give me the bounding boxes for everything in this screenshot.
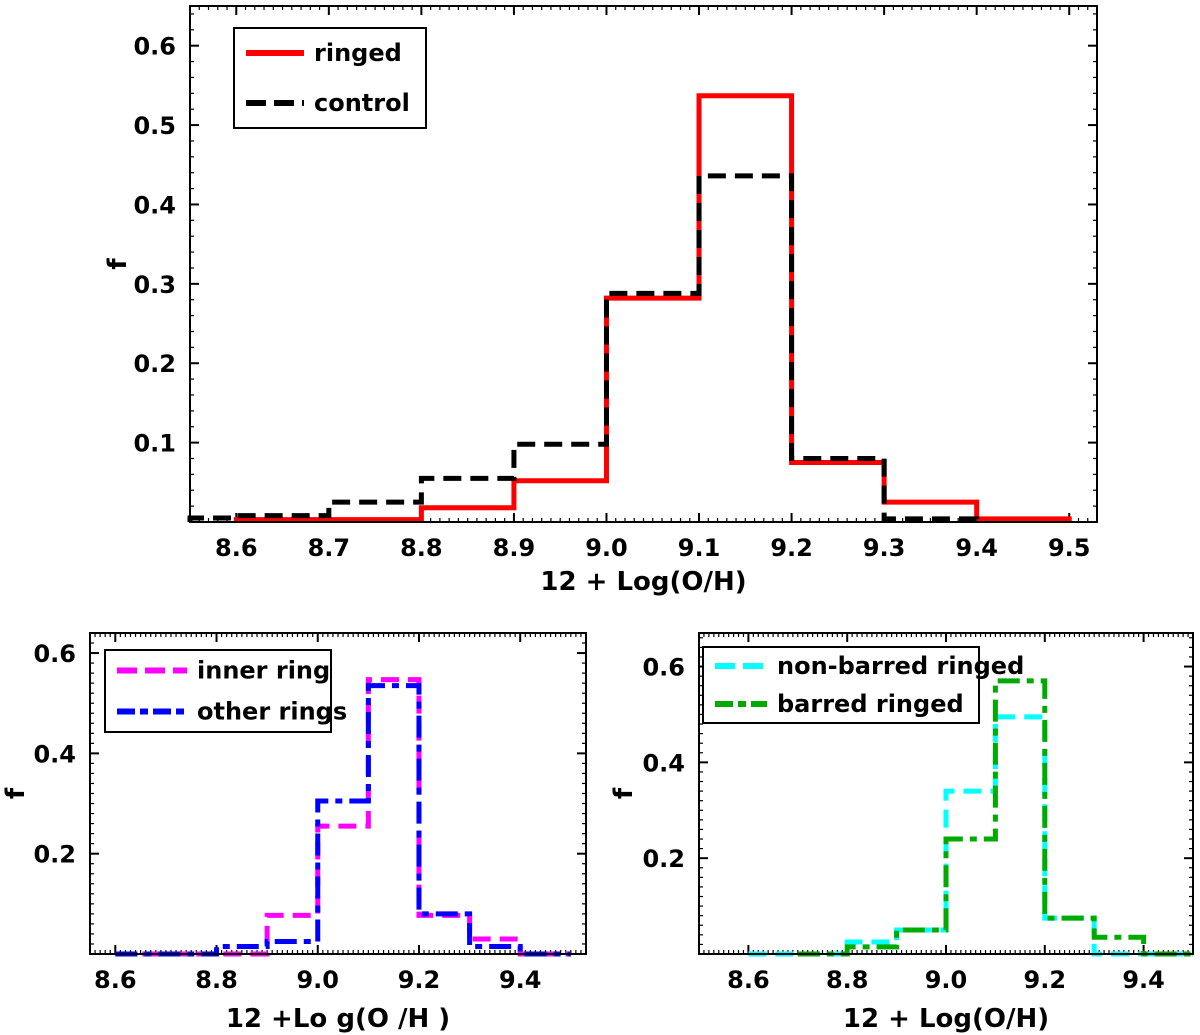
x-tick-label: 9.3	[863, 534, 906, 562]
y-tick-label: 0.4	[133, 191, 176, 219]
legend: ringed control	[233, 27, 427, 129]
x-tick-label: 8.8	[400, 534, 443, 562]
x-tick-label: 9.1	[678, 534, 721, 562]
legend-box	[702, 646, 980, 724]
plot-frame	[698, 632, 1194, 955]
panel-2: 8.6 8.8 9.0 9.2 9.4 0.2 0.4 0.6 12 +Lo g(O /H ) f…	[1, 632, 587, 1034]
x-tick-label: 8.8	[195, 966, 238, 994]
x-tick-label: 8.9	[493, 534, 536, 562]
y-tick-label: 0.6	[133, 33, 176, 61]
y-axis-label: f	[609, 787, 639, 799]
y-tick-label: 0.4	[642, 749, 685, 777]
y-tick-label: 0.2	[33, 841, 76, 869]
series-line-barred-ringed	[797, 678, 1193, 957]
x-axis-label: 12 + Log(O/H)	[843, 1004, 1049, 1034]
legend: inner ring other rings	[104, 649, 347, 733]
series-line-other-rings	[115, 683, 571, 957]
series-line-non-barred-ringed	[748, 714, 1193, 957]
y-tick-label: 0.5	[133, 112, 176, 140]
x-tick-label: 8.6	[215, 534, 258, 562]
x-tick-label: 8.6	[727, 966, 770, 994]
series-line-ringed	[233, 93, 1072, 523]
x-tick-label: 8.6	[94, 966, 137, 994]
x-tick-label: 9.5	[1048, 534, 1091, 562]
series-line-control	[187, 173, 980, 522]
y-tick-label: 0.2	[133, 350, 176, 378]
legend-label: barred ringed	[777, 690, 964, 718]
y-tick-label: 0.3	[133, 271, 176, 299]
panel-3: 8.6 8.8 9.0 9.2 9.4 0.2 0.4 0.6 12 + Log(O/H) f no…	[609, 632, 1194, 1034]
y-tick-label: 0.1	[133, 430, 176, 458]
y-axis-label: f	[103, 258, 133, 270]
plot-frame	[89, 632, 587, 955]
legend-label: non-barred ringed	[777, 652, 1024, 680]
y-axis-label: f	[1, 787, 31, 799]
legend-box	[104, 649, 332, 733]
x-tick-label: 9.4	[955, 534, 998, 562]
y-tick-label: 0.4	[33, 740, 76, 768]
y-tick-label: 0.2	[642, 845, 685, 873]
x-tick-label: 8.7	[308, 534, 351, 562]
x-tick-label: 9.4	[1122, 966, 1165, 994]
y-tick-label: 0.6	[642, 654, 685, 682]
x-tick-label: 9.4	[499, 966, 542, 994]
y-tick-label: 0.6	[33, 640, 76, 668]
legend-box	[233, 27, 427, 129]
legend: non-barred ringed barred ringed	[702, 646, 1024, 724]
x-tick-label: 9.2	[1024, 966, 1067, 994]
x-tick-label: 9.2	[770, 534, 813, 562]
x-tick-label: 9.0	[296, 966, 339, 994]
legend-label: ringed	[314, 39, 402, 67]
legend-label: inner ring	[197, 657, 330, 685]
x-axis-label: 12 + Log(O/H)	[540, 567, 746, 597]
panel-1: 8.6 8.7 8.8 8.9 9.0 9.1 9.2 9.3 9.4 9.5 0.1 0.2 0.3 0…	[103, 5, 1098, 597]
plot-frame	[189, 5, 1098, 523]
x-tick-label: 8.8	[826, 966, 869, 994]
legend-label: control	[314, 89, 410, 117]
legend-label: other rings	[197, 698, 347, 726]
x-tick-label: 9.0	[585, 534, 628, 562]
x-axis-label: 12 +Lo g(O /H )	[226, 1004, 450, 1034]
x-tick-label: 9.2	[398, 966, 441, 994]
x-tick-label: 9.0	[925, 966, 968, 994]
